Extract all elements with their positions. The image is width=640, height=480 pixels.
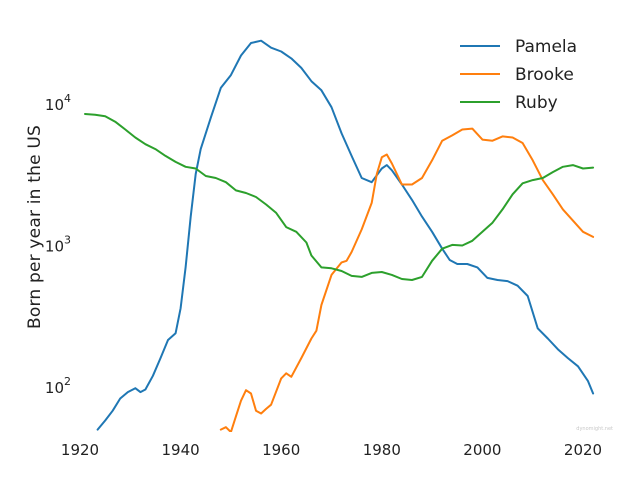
legend-label-ruby: Ruby: [515, 93, 558, 113]
series-line-ruby: [84, 113, 595, 281]
y-tick-exponent: 2: [64, 375, 71, 388]
series-line-pamela: [96, 39, 595, 431]
y-tick-base: 10: [45, 379, 64, 397]
x-tick-label: 2020: [564, 441, 602, 459]
y-tick-label: 103: [45, 234, 71, 256]
x-tick-label: 2000: [463, 441, 501, 459]
x-axis-ticks: 1920 1940 1960 1980 2000 2020: [61, 441, 602, 459]
x-tick-label: 1940: [162, 441, 200, 459]
watermark: dynomight.net: [576, 426, 613, 432]
x-tick-label: 1960: [262, 441, 300, 459]
y-tick-base: 10: [45, 238, 64, 256]
y-tick-label: 104: [45, 92, 71, 114]
x-tick-label: 1980: [363, 441, 401, 459]
legend: Pamela Brooke Ruby: [460, 37, 577, 113]
legend-label-brooke: Brooke: [515, 65, 574, 85]
y-axis-label: Born per year in the US: [25, 125, 45, 329]
y-tick-exponent: 4: [64, 92, 71, 105]
y-tick-base: 10: [45, 96, 64, 114]
x-tick-label: 1920: [61, 441, 99, 459]
y-tick-label: 102: [45, 375, 71, 397]
series-lines: [84, 39, 595, 432]
series-line-brooke: [219, 127, 595, 432]
y-tick-exponent: 3: [64, 234, 71, 247]
legend-label-pamela: Pamela: [515, 37, 577, 57]
